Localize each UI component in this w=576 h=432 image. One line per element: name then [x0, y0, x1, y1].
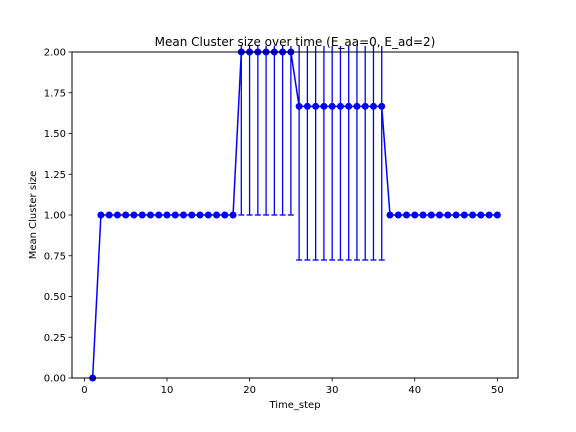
data-point: [452, 211, 460, 219]
x-tick-label: 30: [326, 385, 339, 396]
y-tick-label: 1.50: [44, 129, 66, 140]
data-point: [403, 211, 410, 219]
data-point: [196, 211, 204, 219]
data-point: [312, 102, 320, 110]
data-point: [188, 211, 196, 219]
plot-area: [89, 46, 501, 382]
data-point: [163, 211, 171, 219]
x-tick-label: 20: [243, 385, 256, 396]
data-point: [493, 211, 501, 219]
data-point: [204, 211, 212, 219]
data-point: [378, 102, 386, 110]
data-point: [411, 211, 419, 219]
x-tick-label: 40: [408, 385, 421, 396]
data-point: [303, 102, 311, 110]
data-point: [345, 102, 353, 110]
data-point: [221, 211, 229, 219]
data-point: [386, 211, 394, 219]
data-point: [460, 211, 468, 219]
data-point: [320, 102, 328, 110]
x-tick-label: 50: [491, 385, 504, 396]
x-tick-label: 0: [81, 385, 87, 396]
data-point: [485, 211, 493, 219]
y-axis-label: Mean Cluster size: [28, 171, 39, 260]
data-point: [122, 211, 130, 219]
data-point: [469, 211, 477, 219]
chart-title: Mean Cluster size over time (E_aa=0, E_a…: [155, 35, 436, 49]
x-axis-label: Time_step: [268, 400, 320, 411]
y-tick-label: 1.00: [44, 211, 66, 222]
data-point: [146, 211, 154, 219]
data-point: [171, 211, 179, 219]
y-tick-label: 2.00: [44, 48, 66, 59]
data-point: [113, 211, 121, 219]
data-point: [353, 102, 361, 110]
data-point: [97, 211, 105, 219]
axis-ticks: 0 10 20 30 40 50 0.00 0.25 0.50 0.75 1.00 1.25 1.50 1…: [44, 48, 504, 397]
y-tick-label: 1.75: [44, 88, 66, 99]
data-point: [105, 211, 113, 219]
data-point: [213, 211, 221, 219]
y-tick-label: 0.75: [44, 251, 66, 262]
data-point: [138, 211, 146, 219]
data-point: [180, 211, 187, 219]
y-tick-label: 0.25: [44, 333, 66, 344]
data-point: [130, 211, 138, 219]
data-point: [394, 211, 402, 219]
data-point: [295, 102, 303, 110]
data-point: [477, 211, 485, 219]
data-point: [229, 211, 237, 219]
data-point: [361, 102, 369, 110]
y-tick-label: 0.50: [44, 292, 66, 303]
data-point: [155, 211, 163, 219]
data-point: [336, 102, 344, 110]
data-point: [328, 102, 336, 110]
data-point: [444, 211, 452, 219]
data-point: [369, 102, 377, 110]
data-point: [419, 211, 427, 219]
y-tick-label: 0.00: [44, 374, 66, 385]
data-point: [436, 211, 444, 219]
x-tick-label: 10: [161, 385, 174, 396]
data-point: [427, 211, 435, 219]
y-tick-label: 1.25: [44, 170, 66, 181]
